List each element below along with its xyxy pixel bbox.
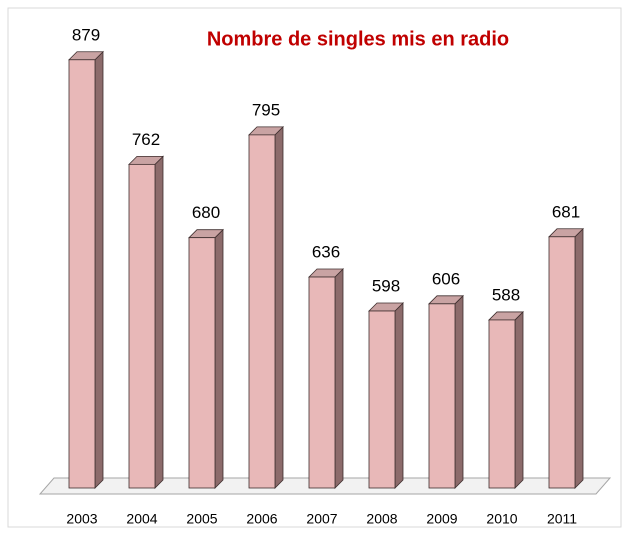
bar (128, 163, 156, 489)
bar (188, 237, 216, 489)
bar-side (574, 227, 584, 489)
bar-side (154, 155, 164, 489)
x-tick-label: 2009 (426, 511, 457, 527)
bar-side (214, 228, 224, 489)
x-tick-label: 2007 (306, 511, 337, 527)
value-label: 588 (492, 285, 520, 304)
chart-title: Nombre de singles mis en radio (207, 28, 509, 50)
bar (308, 276, 336, 489)
value-label: 598 (372, 276, 400, 295)
bar (488, 319, 516, 489)
bar-side (514, 310, 524, 489)
x-tick-label: 2010 (486, 511, 517, 527)
bar-side (94, 50, 104, 489)
x-tick-label: 2005 (186, 511, 217, 527)
bar (428, 303, 456, 489)
value-label: 680 (192, 203, 220, 222)
bar (248, 134, 276, 489)
value-label: 879 (72, 25, 100, 44)
value-label: 795 (252, 100, 280, 119)
bar-side (274, 125, 284, 489)
bar-side (334, 268, 344, 489)
bar (68, 59, 96, 489)
value-label: 636 (312, 243, 340, 262)
x-tick-label: 2004 (126, 511, 157, 527)
bar (368, 310, 396, 489)
x-tick-label: 2003 (66, 511, 97, 527)
value-label: 681 (552, 202, 580, 221)
x-tick-label: 2008 (366, 511, 397, 527)
x-tick-label: 2011 (547, 511, 577, 527)
value-label: 762 (132, 130, 160, 149)
x-tick-label: 2006 (246, 511, 277, 527)
value-label: 606 (432, 269, 460, 288)
bar (548, 236, 576, 489)
bar-side (454, 294, 464, 489)
bar-side (394, 302, 404, 489)
